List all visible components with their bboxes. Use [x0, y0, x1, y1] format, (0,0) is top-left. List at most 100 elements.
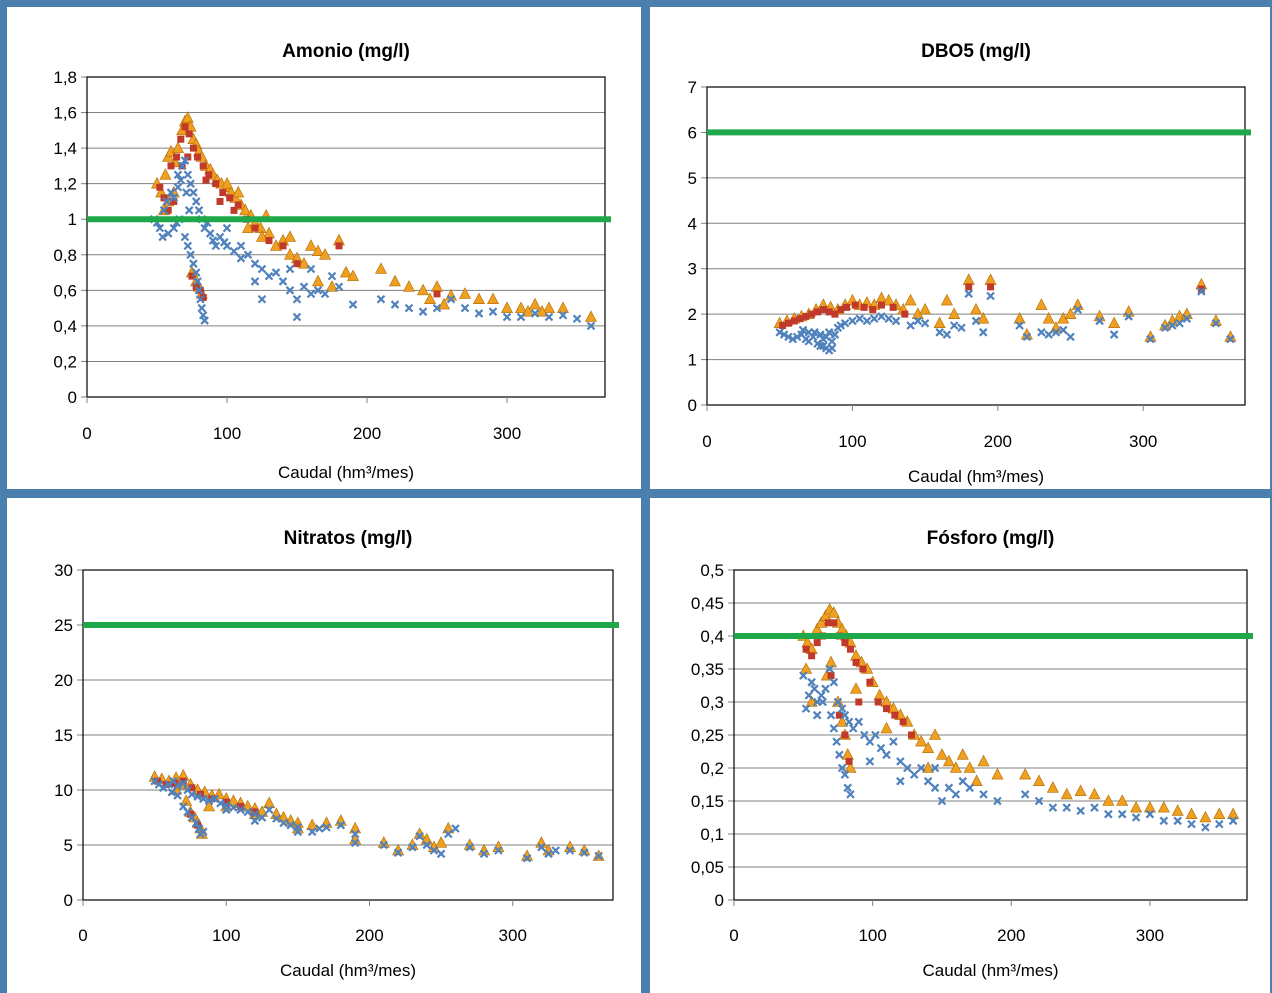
data-point-square	[293, 260, 301, 268]
data-point-square	[251, 808, 259, 816]
data-point-cross	[200, 316, 209, 325]
data-point-triangle	[298, 257, 310, 269]
data-point-triangle	[970, 774, 983, 787]
data-point-cross	[1160, 323, 1170, 333]
x-tick-label: 300	[499, 926, 527, 945]
x-tick-label: 200	[355, 926, 383, 945]
data-point-square	[855, 698, 863, 706]
y-tick-label: 0,35	[691, 660, 724, 679]
data-point-triangle	[940, 293, 953, 306]
y-tick-label: 3	[688, 260, 697, 279]
data-point-cross	[182, 188, 191, 197]
data-point-cross	[1104, 809, 1113, 819]
data-point-triangle	[522, 305, 534, 317]
data-point-cross	[348, 300, 358, 309]
data-point-cross	[350, 838, 360, 848]
x-tick-label: 100	[212, 926, 240, 945]
data-point-cross	[264, 805, 274, 815]
data-point-square	[852, 658, 860, 666]
data-point-triangle	[922, 741, 935, 753]
data-point-cross	[180, 156, 190, 165]
data-point-cross	[826, 710, 836, 720]
data-point-cross	[586, 321, 596, 331]
data-point-cross	[829, 724, 839, 733]
data-point-cross	[183, 170, 193, 180]
data-point-cross	[1226, 334, 1235, 344]
data-point-square	[843, 303, 851, 311]
data-point-cross	[1034, 796, 1044, 806]
data-point-triangle	[487, 292, 499, 305]
data-point-triangle	[1088, 787, 1101, 800]
data-point-cross	[187, 790, 197, 799]
data-point-cross	[334, 282, 344, 292]
data-point-cross	[865, 737, 875, 746]
data-point-cross	[222, 223, 232, 233]
x-tick-label: 0	[702, 432, 711, 451]
data-point-square	[808, 652, 816, 660]
data-point-cross	[1124, 312, 1133, 321]
data-point-cross	[159, 206, 169, 215]
data-point-cross	[903, 763, 912, 773]
data-point-triangle	[203, 799, 216, 812]
data-point-square	[824, 619, 832, 627]
data-point-cross	[271, 268, 281, 277]
data-point-cross	[840, 318, 850, 328]
data-point-cross	[580, 848, 589, 857]
y-tick-label: 0,15	[691, 792, 724, 811]
data-point-triangle	[880, 721, 893, 734]
data-point-cross	[1076, 806, 1085, 816]
data-point-cross	[193, 277, 202, 286]
data-point-cross	[1159, 816, 1169, 826]
data-point-square	[251, 224, 259, 232]
x-tick-label: 200	[997, 926, 1025, 945]
data-point-square	[234, 201, 242, 209]
data-point-square	[433, 290, 441, 298]
data-point-cross	[243, 250, 253, 260]
data-point-cross	[173, 791, 182, 800]
x-tick-label: 200	[353, 424, 381, 443]
data-point-cross	[155, 223, 165, 233]
data-point-cross	[1066, 332, 1075, 342]
data-point-cross	[965, 783, 974, 793]
data-point-triangle	[347, 269, 359, 281]
data-point-cross	[193, 792, 202, 801]
data-point-square	[841, 639, 849, 647]
data-point-cross	[293, 827, 303, 837]
data-point-cross	[877, 312, 886, 321]
data-point-cross	[544, 312, 554, 322]
data-point-cross	[775, 328, 784, 337]
data-point-cross	[264, 271, 274, 281]
data-point-cross	[197, 303, 207, 313]
data-point-cross	[306, 264, 316, 274]
y-tick-label: 2	[688, 305, 697, 324]
data-point-cross	[923, 776, 933, 786]
data-point-square	[335, 242, 343, 250]
data-point-cross	[278, 277, 288, 286]
data-point-cross	[1175, 318, 1184, 328]
data-point-square	[237, 803, 245, 810]
data-point-triangle	[1093, 309, 1106, 322]
data-point-square	[899, 718, 907, 726]
data-point-cross	[379, 840, 389, 850]
data-point-square	[188, 272, 196, 280]
data-point-cross	[194, 286, 204, 295]
data-point-square	[216, 197, 224, 205]
data-point-cross	[944, 783, 954, 793]
y-tick-label: 0,5	[700, 561, 724, 580]
data-point-cross	[986, 291, 995, 301]
data-point-cross	[221, 805, 231, 815]
data-point-cross	[930, 763, 940, 773]
data-point-cross	[178, 779, 188, 788]
chart-panel-fosforo: Fósforo (mg/l) 0 0,05 0,1 0,15 0,2 0,25 0,3 0,35…	[650, 498, 1270, 993]
y-tick-label: 0,1	[700, 825, 724, 844]
y-tick-label: 0,3	[700, 693, 724, 712]
y-tick-label: 0,8	[53, 246, 77, 265]
data-point-cross	[191, 818, 201, 828]
data-point-triangle	[438, 297, 450, 310]
data-point-cross	[243, 807, 253, 817]
data-point-cross	[824, 328, 834, 337]
data-point-triangle	[1122, 305, 1135, 317]
chart-title: DBO5 (mg/l)	[921, 41, 1031, 62]
data-point-cross	[909, 770, 919, 779]
